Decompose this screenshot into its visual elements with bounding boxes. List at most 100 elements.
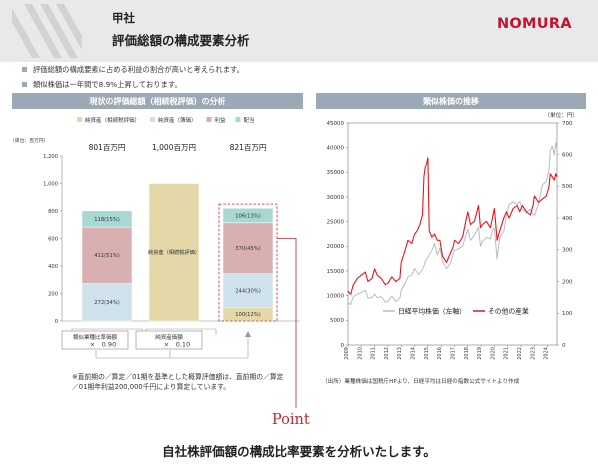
- left-y-tick-label: 15000: [327, 269, 345, 275]
- page-header: 甲社 評価総額の構成要素分析 NOMURA: [0, 0, 598, 62]
- left-panel-title: 現状の評価総額（相続税評価）の分析: [12, 93, 303, 109]
- page-title: 評価総額の構成要素分析: [112, 33, 250, 48]
- bar-total-label: 821百万円: [230, 143, 267, 152]
- bar-segment: [222, 208, 274, 224]
- x-tick-label: 2009: [344, 347, 350, 360]
- bullet-text: 評価総額の構成要素に占める利益の割合が高いと考えられます。: [33, 65, 244, 74]
- y-tick-label: 1,200: [43, 154, 58, 160]
- bar-total-label: 801百万円: [89, 143, 126, 152]
- bar-segment: [81, 210, 133, 228]
- right-axis-unit-label: （単位：円）: [544, 111, 578, 119]
- legend-swatch: [77, 117, 82, 122]
- legend-label: 日経平均株価（左軸）: [398, 306, 466, 315]
- right-y-tick-label: 400: [562, 216, 573, 222]
- x-tick-label: 2020: [490, 347, 496, 360]
- bullet-square-icon: [22, 67, 27, 72]
- bar-data-label: 118(15%): [94, 217, 119, 223]
- x-tick-label: 2012: [384, 347, 390, 360]
- bar-total-label: 1,000百万円: [152, 143, 196, 152]
- x-tick-label: 2019: [477, 347, 483, 360]
- header-stripes-decoration: [12, 4, 82, 58]
- x-tick-label: 2016: [437, 347, 443, 360]
- bar-data-label: 100(12%): [235, 312, 260, 318]
- bullet-item: 評価総額の構成要素に占める利益の割合が高いと考えられます。: [22, 62, 244, 77]
- series-line: [347, 157, 558, 295]
- left-y-tick-label: 20000: [327, 244, 345, 250]
- bar-segment: [222, 273, 274, 308]
- left-y-tick-label: 40000: [327, 145, 345, 151]
- legend-swatch: [150, 117, 155, 122]
- legend-swatch: [206, 117, 212, 122]
- y-axis-unit-label: （単位：百万円）: [10, 137, 48, 144]
- left-y-tick-label: 0: [341, 343, 345, 349]
- y-tick-label: 200: [48, 291, 58, 297]
- source-note: （出所）業種株価は国税庁HPより、日経平均は日経の指数公式サイトより作成: [322, 379, 520, 385]
- y-tick-label: 0: [55, 319, 58, 325]
- right-y-tick-label: 600: [562, 153, 573, 159]
- net-asset-multiplier-box: [135, 330, 203, 350]
- x-tick-label: 2014: [411, 347, 417, 360]
- company-name: 甲社: [112, 11, 135, 25]
- calculation-note: ※直前期の／算定／01期を基準とした概算評価額は、直前期の／算定 ／01期年利益…: [72, 372, 304, 392]
- bar-segment: [148, 183, 200, 322]
- note-line: ／01期年利益200,000千円により算定しています。: [72, 383, 231, 391]
- y-tick-label: 1,000: [43, 181, 58, 187]
- net-asset-multiplier-box-line2: × 0.10: [164, 341, 190, 349]
- connector-line: [95, 335, 249, 359]
- left-y-tick-label: 35000: [327, 170, 345, 176]
- right-y-tick-label: 300: [562, 248, 573, 254]
- right-y-tick-label: 100: [562, 311, 573, 317]
- similar-industry-multiplier-box-line1: 類似業種比準価額: [73, 333, 118, 341]
- plot-frame: [347, 122, 558, 346]
- x-tick-label: 2022: [517, 347, 523, 360]
- highlight-dashed-box: [218, 203, 278, 322]
- bar-data-label: 411(51%): [94, 253, 119, 259]
- bar-data-label: 純資産（相続税評価）: [148, 248, 200, 256]
- bar-data-label: 106(13%): [235, 213, 260, 219]
- net-asset-multiplier-box-line1: 純資産価額: [155, 333, 183, 341]
- summary-bullets: 評価総額の構成要素に占める利益の割合が高いと考えられます。 類似株価は一年間で8…: [22, 62, 244, 92]
- x-tick-label: 2010: [357, 347, 363, 360]
- bullet-item: 類似株価は一年間で8.9%上昇しております。: [22, 77, 244, 92]
- right-y-tick-label: 0: [562, 343, 566, 349]
- legend-label: その他の産業: [488, 306, 529, 315]
- right-y-tick-label: 200: [562, 279, 573, 285]
- y-tick-label: 800: [48, 209, 58, 215]
- legend-label: 配当: [244, 116, 255, 124]
- bar-segment: [81, 283, 133, 322]
- x-tick-label: 2017: [450, 347, 456, 360]
- bullet-square-icon: [22, 82, 27, 87]
- x-tick-label: 2011: [371, 347, 377, 360]
- point-label: Point: [272, 412, 310, 428]
- point-leader-line: [277, 238, 297, 408]
- x-tick-label: 2024: [544, 347, 550, 360]
- left-y-tick-label: 25000: [327, 219, 345, 225]
- x-tick-label: 2018: [464, 347, 470, 360]
- x-tick-label: 2021: [504, 347, 510, 360]
- y-tick-label: 400: [48, 264, 58, 270]
- right-y-tick-label: 700: [562, 121, 573, 127]
- legend-label: 利益: [215, 116, 227, 124]
- bar-data-label: 244(30%): [235, 288, 260, 294]
- note-line: ※直前期の／算定／01期を基準とした概算評価額は、直前期の／算定: [72, 373, 284, 381]
- series-line: [347, 142, 558, 305]
- right-y-tick-label: 500: [562, 184, 573, 190]
- x-tick-label: 2015: [424, 347, 430, 360]
- left-y-tick-label: 30000: [327, 195, 345, 201]
- y-tick-label: 600: [48, 236, 58, 242]
- x-tick-label: 2013: [397, 347, 403, 360]
- legend-label: 純資産（相続税評価）: [85, 116, 140, 124]
- connector-arrowhead: [245, 331, 251, 337]
- legend-label: 純資産（簿価）: [158, 116, 197, 124]
- page-caption: 自社株評価額の構成比率要素を分析いたします。: [162, 444, 436, 459]
- left-y-tick-label: 45000: [327, 121, 345, 127]
- similar-industry-multiplier-box-line2: × 0.90: [90, 341, 116, 349]
- bar-data-label: 272(34%): [94, 300, 119, 306]
- bar-data-label: 370(45%): [235, 246, 260, 252]
- bar-segment: [222, 222, 274, 274]
- nomura-logo: NOMURA: [497, 16, 572, 32]
- left-y-tick-label: 5000: [330, 318, 344, 324]
- x-tick-label: 2023: [530, 347, 536, 360]
- bullet-text: 類似株価は一年間で8.9%上昇しております。: [33, 80, 182, 89]
